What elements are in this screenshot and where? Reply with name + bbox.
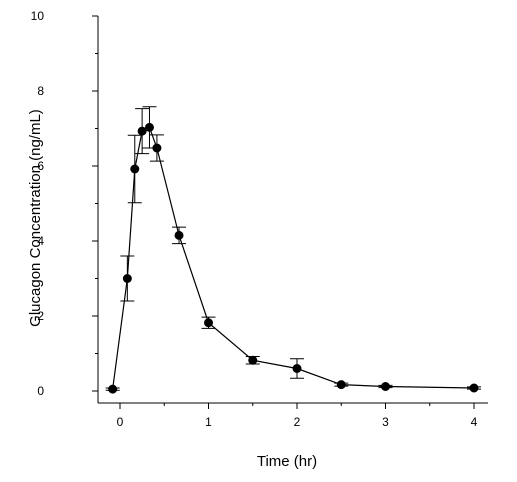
x-tick-label: 4: [471, 415, 478, 429]
data-point: [248, 355, 258, 365]
data-point: [108, 384, 118, 394]
data-point: [469, 383, 479, 393]
x-tick-label: 3: [382, 415, 389, 429]
y-tick-label: 6: [37, 159, 44, 173]
data-layer: [105, 106, 481, 394]
x-tick-label: 2: [294, 415, 301, 429]
y-tick-label: 10: [31, 9, 45, 23]
series-line: [112, 126, 475, 390]
y-tick-label: 2: [37, 309, 44, 323]
axes-layer: 0 2 4 6 8 10 0 1 2 3 4: [31, 9, 488, 429]
data-point: [174, 230, 184, 240]
x-tick-label: 0: [117, 415, 124, 429]
y-axis-title: Glucagon Concentration (ng/mL): [27, 109, 44, 327]
data-point: [122, 274, 132, 283]
x-tick-label: 1: [205, 415, 212, 429]
data-point: [137, 126, 147, 136]
data-point: [292, 364, 302, 373]
y-tick-label: 4: [37, 234, 44, 248]
data-point: [144, 122, 154, 132]
data-point: [130, 164, 140, 174]
data-point: [152, 143, 162, 153]
x-axis-title: Time (hr): [257, 453, 317, 470]
y-tick-label: 0: [37, 384, 44, 398]
y-tick-label: 8: [37, 84, 44, 98]
data-point: [381, 382, 390, 391]
data-point: [336, 380, 346, 390]
data-point: [204, 318, 213, 328]
